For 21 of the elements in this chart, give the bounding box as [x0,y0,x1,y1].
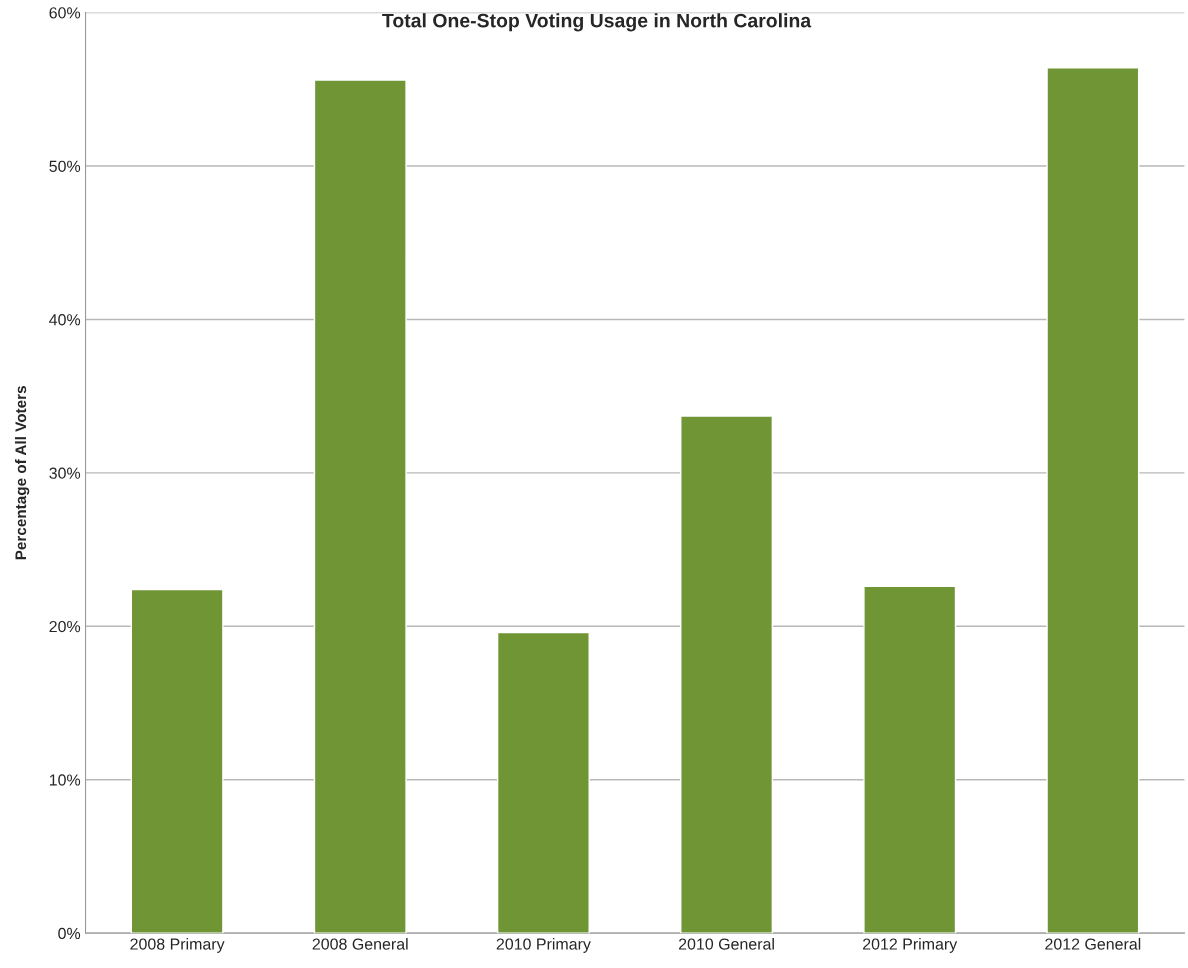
bar [680,415,774,934]
x-tick-label: 2008 General [312,938,408,950]
x-tick-label: 2010 General [678,938,774,950]
x-tick-label: 2012 General [1045,938,1141,950]
y-tick-label: 50% [49,160,81,172]
y-tick-label: 60% [49,7,81,19]
bar [496,631,590,934]
bar [1046,67,1140,934]
y-tick-label: 0% [58,927,81,940]
y-tick-label: 10% [49,774,81,786]
x-tick-label: 2010 Primary [496,938,591,953]
x-tick-label: 2008 Primary [130,938,225,953]
y-tick-label: 20% [49,620,81,633]
bar [313,79,407,934]
y-tick-label: 30% [49,467,81,479]
x-tick-label: 2012 Primary [863,938,958,953]
y-tick-label: 40% [49,314,81,326]
bar [130,588,224,934]
bar [863,585,957,934]
chart-title: Total One-Stop Voting Usage in North Carolina [382,13,812,32]
y-axis-title: Percentage of All Voters [14,386,30,560]
